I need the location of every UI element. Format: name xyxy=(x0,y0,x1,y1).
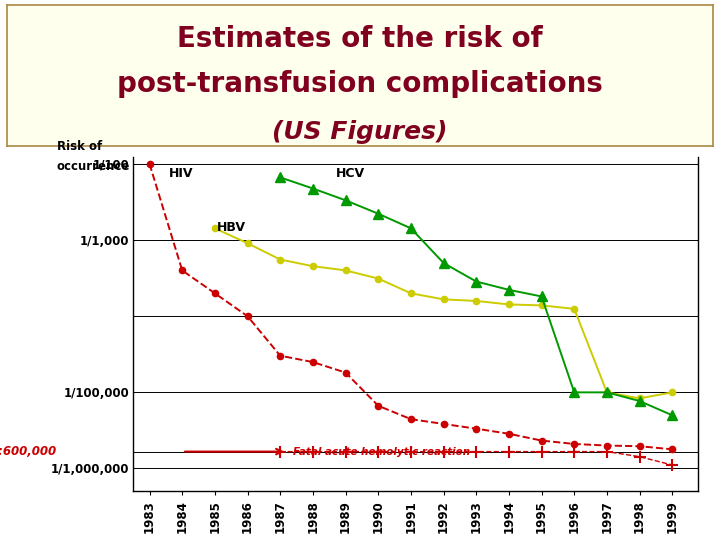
Text: occurrence: occurrence xyxy=(57,160,130,173)
Text: Risk of: Risk of xyxy=(57,140,102,153)
Text: HIV: HIV xyxy=(169,166,194,179)
Text: post-transfusion complications: post-transfusion complications xyxy=(117,70,603,98)
Text: Estimates of the risk of: Estimates of the risk of xyxy=(177,25,543,53)
Text: HBV: HBV xyxy=(217,220,246,233)
Text: Fatal acute hemolytic reaction: Fatal acute hemolytic reaction xyxy=(293,447,470,457)
Text: (US Figures): (US Figures) xyxy=(272,120,448,144)
Text: HCV: HCV xyxy=(336,166,365,179)
Text: 1:600,000: 1:600,000 xyxy=(0,445,57,458)
